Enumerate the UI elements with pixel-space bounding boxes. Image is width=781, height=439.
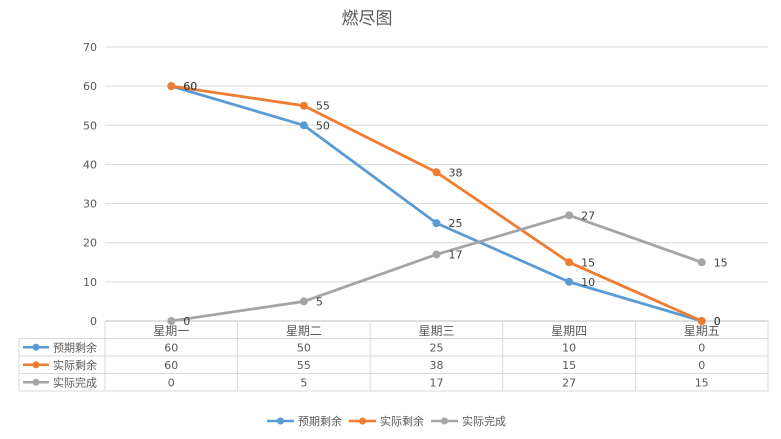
table-cell: 15 (695, 376, 709, 389)
legend-marker (277, 417, 284, 425)
table-cell: 60 (164, 359, 178, 372)
data-point (299, 297, 308, 306)
legend-label: 实际剩余 (380, 414, 424, 428)
table-legend-marker (32, 378, 40, 386)
legend-label: 预期剩余 (298, 414, 342, 428)
data-label: 0 (714, 315, 721, 328)
data-point (167, 82, 176, 91)
data-label: 25 (449, 217, 463, 230)
series-line (169, 213, 704, 323)
table-cell: 38 (430, 359, 444, 372)
table-cell: 0 (698, 341, 705, 354)
legend-marker (441, 417, 448, 425)
data-label: 60 (183, 80, 197, 93)
table-legend-marker (32, 361, 40, 369)
table-cell: 15 (562, 359, 576, 372)
chart-title: 燃尽图 (342, 9, 393, 29)
table-cell: 50 (297, 341, 311, 354)
x-tick-label: 星期四 (551, 324, 587, 338)
table-series-name: 预期剩余 (53, 340, 97, 354)
table-cell: 27 (562, 376, 576, 389)
data-label: 5 (316, 295, 323, 308)
data-point (565, 258, 574, 267)
x-tick-label: 星期二 (286, 324, 322, 338)
data-label: 50 (316, 119, 330, 132)
data-point (299, 101, 308, 110)
y-tick-label: 10 (83, 276, 97, 289)
table-cell: 10 (562, 341, 576, 354)
y-tick-label: 60 (83, 80, 97, 93)
data-label: 10 (581, 276, 595, 289)
legend-label: 实际完成 (462, 414, 506, 428)
y-tick-label: 40 (83, 158, 97, 171)
x-tick-label: 星期三 (418, 324, 454, 338)
table-cell: 25 (430, 341, 444, 354)
y-axis: 0 10 20 30 40 50 60 70 (83, 41, 97, 328)
data-point (299, 121, 308, 130)
data-point (697, 317, 706, 325)
table-legend-marker (32, 343, 40, 351)
gridlines (105, 46, 768, 283)
data-point (432, 219, 441, 228)
table-cell: 55 (297, 359, 311, 372)
y-tick-label: 30 (83, 198, 97, 211)
data-label: 0 (714, 315, 721, 328)
data-point (432, 250, 441, 259)
table-cell: 0 (698, 359, 705, 372)
table-cell: 5 (300, 376, 307, 389)
data-point (167, 317, 176, 325)
data-point (565, 277, 574, 286)
series-lines (167, 82, 706, 325)
legend: 预期剩余 实际剩余 实际完成 (267, 414, 506, 428)
x-tick-label: 星期五 (684, 324, 720, 338)
data-label: 0 (183, 315, 190, 328)
y-tick-label: 0 (90, 315, 97, 328)
y-tick-label: 70 (83, 41, 97, 54)
data-label: 38 (449, 166, 463, 179)
table-cell: 60 (164, 341, 178, 354)
table-cell: 17 (430, 376, 444, 389)
y-tick-label: 20 (83, 237, 97, 250)
table-series-name: 实际完成 (53, 375, 97, 389)
data-point (432, 168, 441, 177)
data-label: 27 (581, 209, 595, 222)
legend-marker (359, 417, 366, 425)
x-tick-label: 星期一 (153, 324, 189, 338)
table-series-name: 实际剩余 (53, 358, 97, 372)
data-label: 15 (581, 256, 595, 269)
data-label: 60 (183, 80, 197, 93)
data-label: 55 (316, 100, 330, 113)
data-point (565, 211, 574, 220)
data-point (697, 258, 706, 267)
data-label: 17 (449, 248, 463, 261)
table-cell: 0 (168, 376, 175, 389)
y-tick-label: 50 (83, 119, 97, 132)
data-label: 15 (714, 256, 728, 269)
